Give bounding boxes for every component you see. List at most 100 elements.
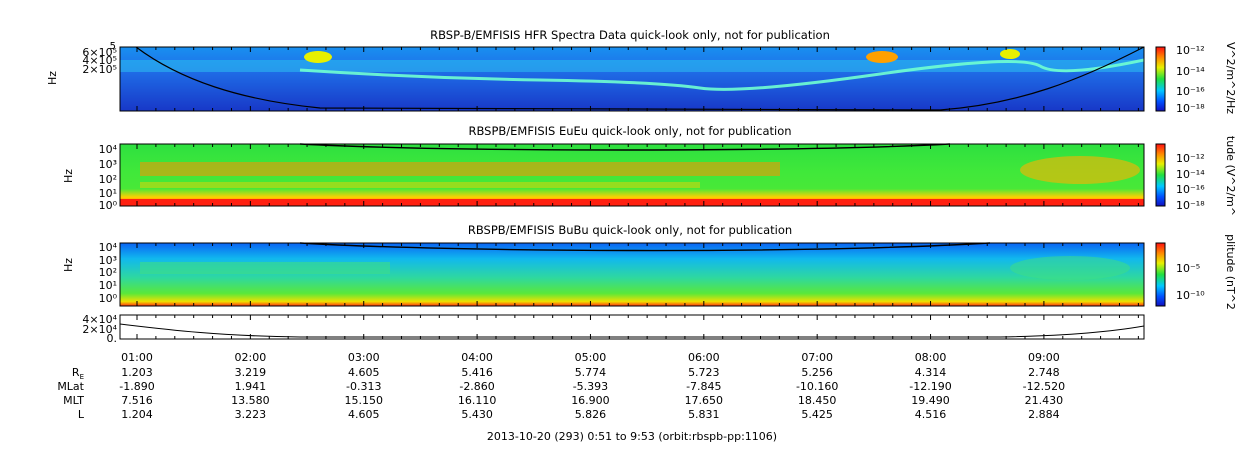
panel-eueu-cbar-tick-2: 10⁻¹⁶ <box>1176 183 1205 196</box>
panel-hfr-colorbar <box>1155 46 1166 112</box>
ephemeris-value: 4.314 <box>915 366 947 379</box>
ephemeris-row-label: L <box>78 408 85 421</box>
panel-eueu-ytick-3: 10¹ <box>99 187 117 200</box>
ephemeris-value: 2.748 <box>1028 366 1060 379</box>
panel-bubu-ytick-2: 10² <box>99 266 117 279</box>
time-tick-label: 05:00 <box>575 351 607 364</box>
panel-line-xticks <box>136 315 1139 339</box>
panel-bubu-cbar-tick-1: 10⁻¹⁰ <box>1176 289 1205 302</box>
panel-eueu-ytick-4: 10⁰ <box>99 199 118 212</box>
time-tick-label: 08:00 <box>915 351 947 364</box>
ephemeris-value: 17.650 <box>685 394 724 407</box>
ephemeris-value: 16.110 <box>458 394 497 407</box>
ephemeris-value: 4.605 <box>348 366 380 379</box>
panel-bubu-ytick-0: 10⁴ <box>99 241 118 254</box>
panel-bubu-ytick-1: 10³ <box>99 254 117 267</box>
panel-hfr-cbar-tick-0: 10⁻¹² <box>1176 44 1205 57</box>
ephemeris-value: 5.256 <box>801 366 833 379</box>
panel-hfr-frame <box>119 46 1145 112</box>
panel-hfr-ytick-0: 6×10⁵ <box>82 46 117 59</box>
panel-bubu-ylabel: Hz <box>62 258 75 272</box>
panel-hfr-burst-1 <box>304 51 332 63</box>
panel-hfr-ylabel: Hz <box>46 71 59 85</box>
ephemeris-value: -1.890 <box>119 380 154 393</box>
panel-line-ytick-2: 0. <box>107 332 118 345</box>
panel-line-ytick-0: 4×10⁴ <box>82 313 117 326</box>
panel-eueu-ylabel: Hz <box>62 169 75 183</box>
panel-hfr-cbar-tick-1: 10⁻¹⁴ <box>1176 65 1205 78</box>
ephemeris-value: 5.774 <box>575 366 607 379</box>
panel-bubu: RBSPB/EMFISIS BuBu quick-look only, not … <box>62 223 1237 310</box>
panel-hfr-ytick-1: 4×10⁵ <box>82 54 117 67</box>
panel-eueu-xticks <box>136 144 1139 206</box>
ephemeris-value: -5.393 <box>573 380 608 393</box>
panel-hfr-ytop-label: 5 <box>110 41 116 52</box>
time-tick-label: 09:00 <box>1028 351 1060 364</box>
panel-eueu-bottom-band <box>120 199 1144 206</box>
panel-hfr-emission-line <box>299 58 1145 91</box>
panel-eueu-trace <box>299 143 951 151</box>
ephemeris-row-label: RE <box>72 366 84 381</box>
panel-bubu-frame <box>119 242 1145 307</box>
panel-hfr-cbar-tick-3: 10⁻¹⁸ <box>1176 102 1205 115</box>
panel-eueu-ytick-0: 10⁴ <box>99 143 118 156</box>
panel-bubu-spectrogram <box>120 243 1144 306</box>
ephemeris-value: 4.516 <box>915 408 947 421</box>
panel-hfr-cbar-tick-2: 10⁻¹⁶ <box>1176 85 1205 98</box>
ephemeris-value: 16.900 <box>571 394 610 407</box>
panel-bubu-trace <box>299 242 991 252</box>
ephemeris-value: 2.884 <box>1028 408 1060 421</box>
panel-bubu-patch-right <box>1010 256 1130 280</box>
panel-hfr-trace <box>135 46 1145 111</box>
panel-eueu: RBSPB/EMFISIS EuEu quick-look only, not … <box>62 124 1237 216</box>
ephemeris-value: -10.160 <box>796 380 838 393</box>
ephemeris-value: 5.416 <box>461 366 493 379</box>
time-tick-label: 03:00 <box>348 351 380 364</box>
panel-hfr-burst-3 <box>1000 49 1020 59</box>
panel-bubu-title: RBSPB/EMFISIS BuBu quick-look only, not … <box>468 223 792 237</box>
ephemeris-value: -7.845 <box>686 380 721 393</box>
panel-line-frame <box>119 314 1145 340</box>
panel-eueu-band-lower <box>140 182 700 188</box>
panel-hfr-burst-2 <box>866 51 898 63</box>
time-tick-label: 07:00 <box>801 351 833 364</box>
panel-eueu-cbar-tick-0: 10⁻¹² <box>1176 152 1205 165</box>
ephemeris-value: 3.223 <box>235 408 267 421</box>
ephemeris-value: 19.490 <box>911 394 950 407</box>
ephemeris-row-label-subscript: E <box>80 373 84 381</box>
panel-eueu-frame <box>119 143 1145 207</box>
panel-bubu-ytick-3: 10¹ <box>99 279 117 292</box>
ephemeris-row-label: MLT <box>63 394 84 407</box>
ephemeris-value: -12.520 <box>1023 380 1065 393</box>
ephemeris-value: 1.204 <box>121 408 153 421</box>
time-tick-label: 02:00 <box>235 351 267 364</box>
panel-hfr: RBSP-B/EMFISIS HFR Spectra Data quick-lo… <box>46 28 1237 115</box>
ephemeris-value: -0.313 <box>346 380 381 393</box>
ephemeris-value: 5.831 <box>688 408 720 421</box>
panel-eueu-cbar-label: tude (V^2/m^ <box>1224 136 1237 216</box>
time-tick-label: 01:00 <box>121 351 153 364</box>
panel-bubu-colorbar <box>1155 242 1166 307</box>
panel-eueu-ytick-1: 10³ <box>99 158 117 171</box>
panel-eueu-cbar-tick-3: 10⁻¹⁸ <box>1176 199 1205 212</box>
panel-hfr-cbar-label: V^2/m^2/Hz <box>1224 42 1237 114</box>
ephemeris-value: -12.190 <box>909 380 951 393</box>
panel-eueu-cbar-tick-1: 10⁻¹⁴ <box>1176 168 1205 181</box>
panel-line-ytick-1: 2×10⁴ <box>82 323 117 336</box>
ephemeris-value: 4.605 <box>348 408 380 421</box>
panel-bubu-cbar-label: plitude (nT^2 <box>1224 234 1237 310</box>
panel-eueu-band-upper <box>140 162 780 176</box>
ephemeris-value: 1.941 <box>235 380 267 393</box>
ephemeris-value: 21.430 <box>1025 394 1064 407</box>
footer-orbit-info: 2013-10-20 (293) 0:51 to 9:53 (orbit:rbs… <box>487 430 777 443</box>
ephemeris-value: 15.150 <box>344 394 383 407</box>
panel-hfr-spectrogram <box>120 47 1144 111</box>
panel-line-trace <box>119 323 1145 338</box>
panel-line: 4×10⁴ 2×10⁴ 0. <box>82 313 1145 345</box>
panel-hfr-title: RBSP-B/EMFISIS HFR Spectra Data quick-lo… <box>430 28 830 42</box>
ephemeris-value: 1.203 <box>121 366 153 379</box>
ephemeris-value: 3.219 <box>235 366 267 379</box>
ephemeris-value: 18.450 <box>798 394 837 407</box>
time-axis-labels: 01:00 02:00 03:00 04:00 05:00 06:00 07:00 08:00… <box>121 351 1060 364</box>
